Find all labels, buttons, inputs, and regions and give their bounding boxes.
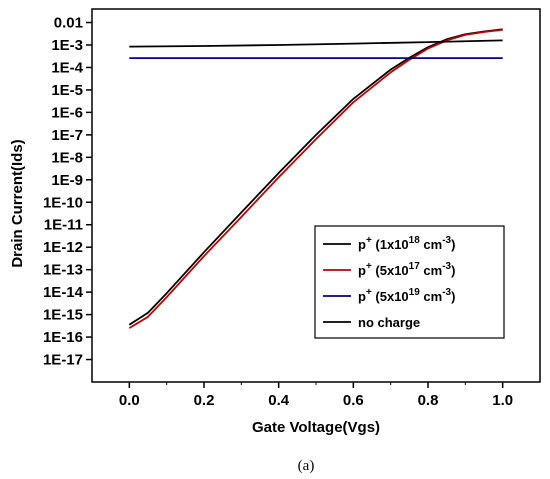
y-tick-label: 1E-11	[44, 217, 83, 234]
y-tick-label: 0.01	[54, 15, 83, 32]
x-tick-label: 0.4	[268, 392, 290, 409]
series-line-4	[129, 39, 503, 48]
y-tick-label: 1E-10	[43, 194, 83, 211]
x-tick-label: 0.8	[418, 392, 439, 409]
x-tick-label: 0.0	[119, 392, 140, 409]
ticks-layer: 0.0 0.2 0.4 0.6 0.8 1.0 0.01 1E-3 1E-4 1E-5 1E-6 1E…	[43, 15, 513, 409]
y-tick-label: 1E-17	[43, 352, 83, 369]
y-tick-label: 1E-13	[43, 262, 83, 279]
legend-label-4: no charge	[358, 315, 420, 330]
legend: p+ (1x1018 cm-3) p+ (5x1017 cm-3) p+ (5x10…	[314, 225, 505, 339]
y-tick-label: 1E-8	[51, 149, 83, 166]
legend-label-3: p+ (5x1019 cm-3)	[358, 287, 455, 304]
y-tick-label: 1E-15	[43, 307, 83, 324]
y-axis-title: Drain Current(Ids)	[9, 139, 26, 267]
y-tick-label: 1E-9	[51, 172, 83, 189]
x-tick-label: 0.2	[194, 392, 215, 409]
legend-label-1: p+ (1x1018 cm-3)	[358, 235, 455, 252]
y-tick-label: 1E-16	[43, 329, 83, 346]
figure-caption: (a)	[298, 458, 315, 474]
x-tick-label: 1.0	[492, 392, 513, 409]
y-tick-label: 1E-5	[51, 82, 83, 99]
x-axis-title: Gate Voltage(Vgs)	[252, 419, 380, 436]
y-tick-label: 1E-6	[51, 104, 83, 121]
y-tick-label: 1E-14	[43, 284, 84, 301]
y-tick-label: 1E-3	[51, 37, 83, 54]
y-tick-label: 1E-12	[43, 239, 83, 256]
series-line-2	[128, 28, 503, 329]
y-tick-label: 1E-7	[51, 127, 83, 144]
x-tick-label: 0.6	[343, 392, 364, 409]
legend-label-2: p+ (5x1017 cm-3)	[358, 261, 455, 278]
y-tick-label: 1E-4	[51, 59, 83, 76]
series-layer	[128, 28, 503, 329]
